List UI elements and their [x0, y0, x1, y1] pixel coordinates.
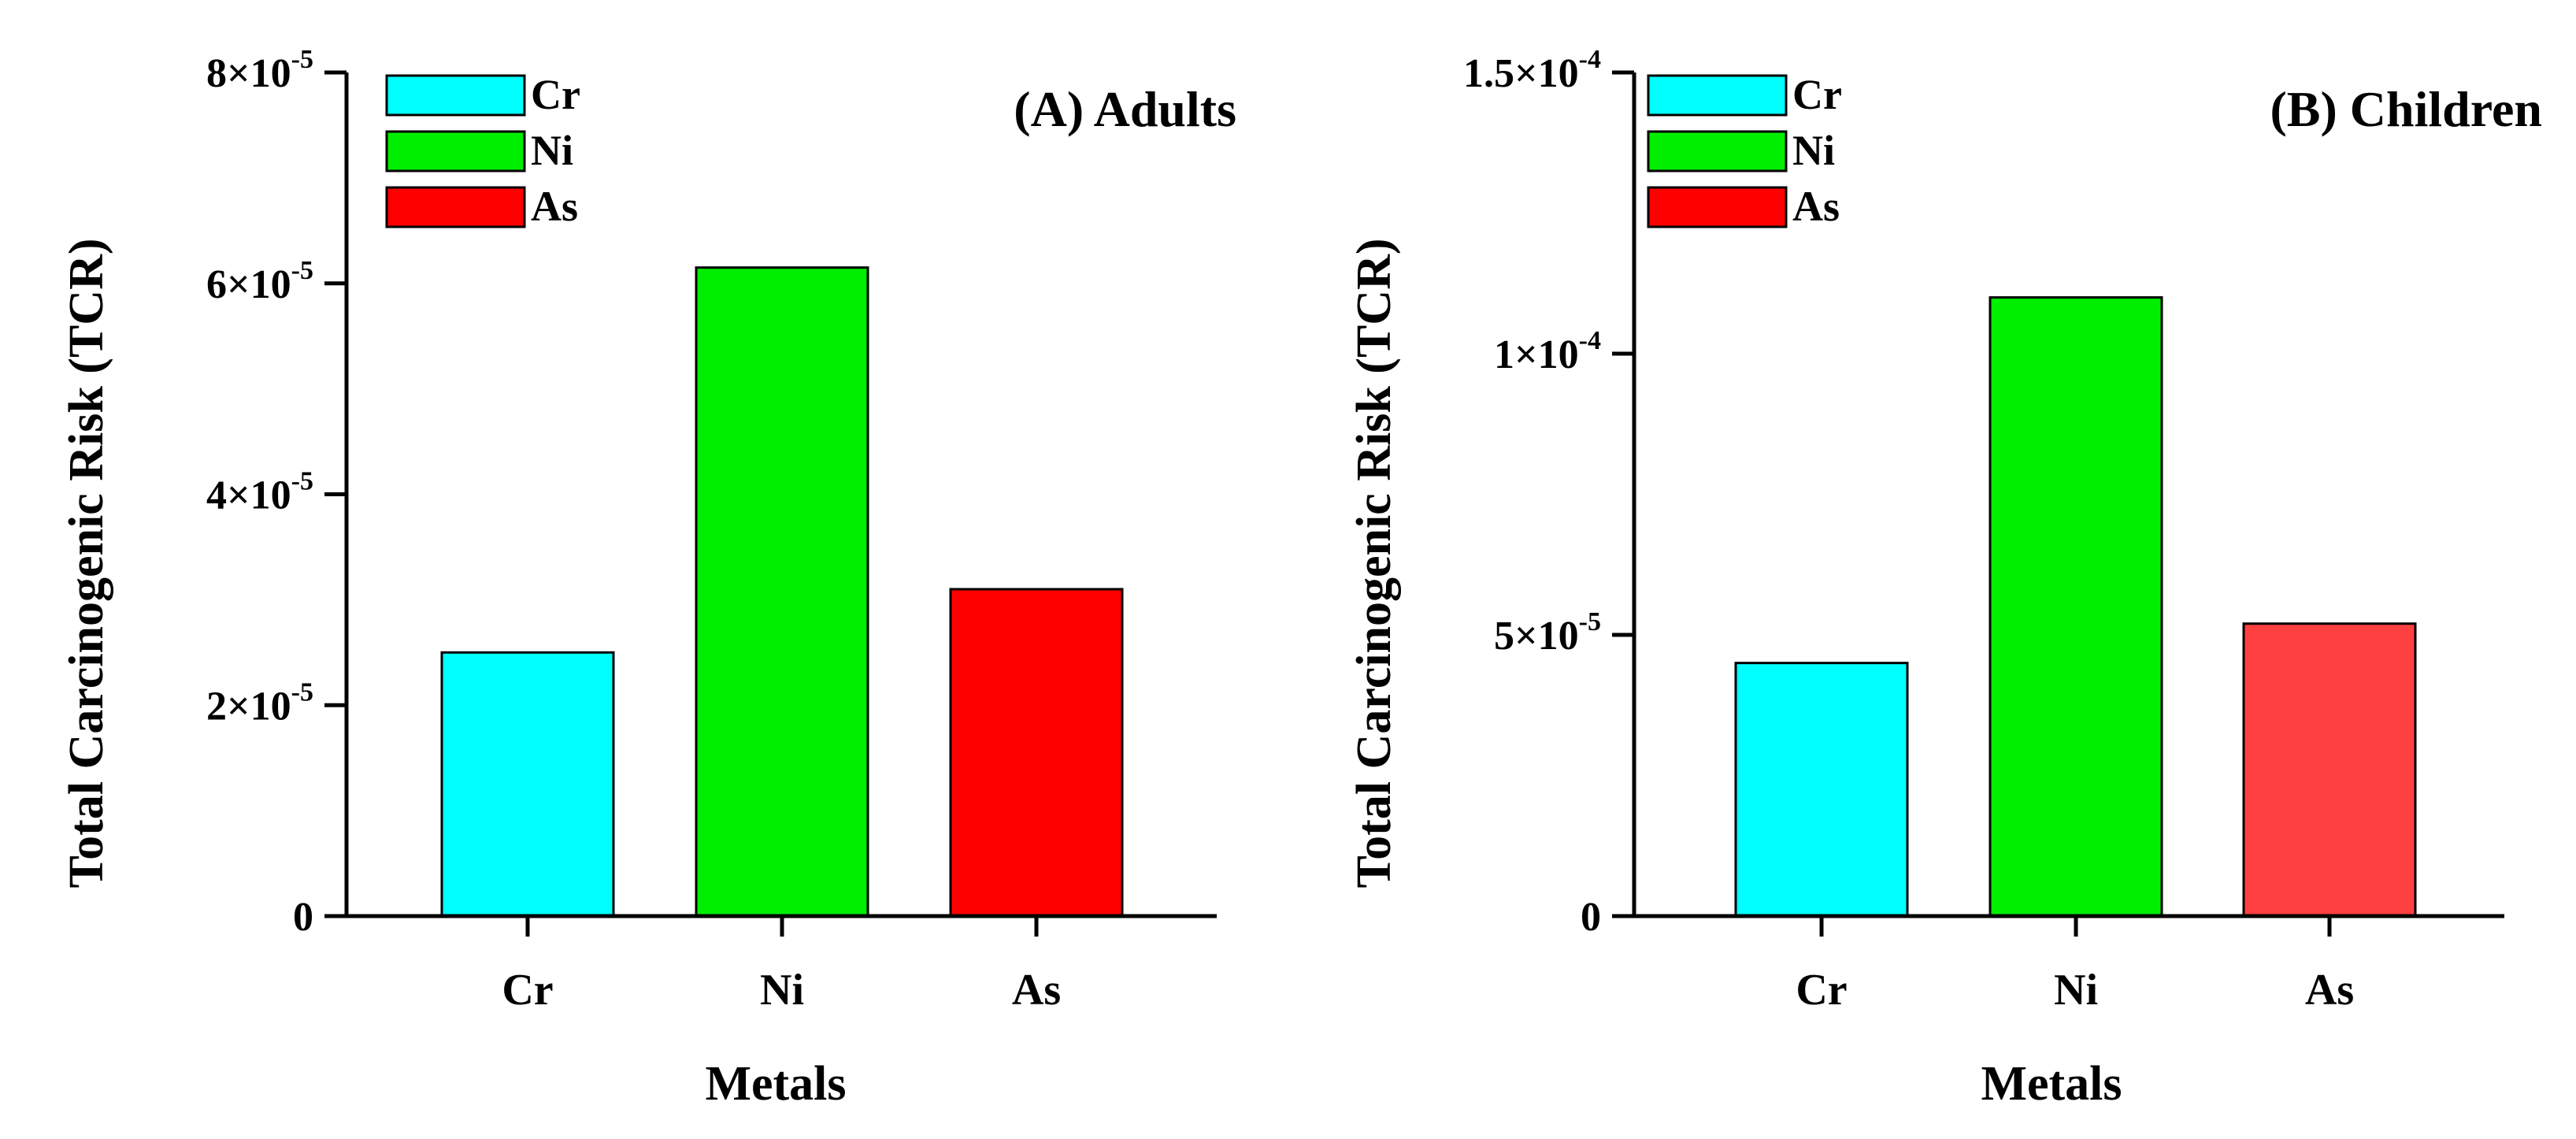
y-tick-label: 5×10-5	[1494, 607, 1601, 659]
plot-area: 0 2×10-5 4×10-5 6×10-5 8×10-5 Cr Ni As Cr Ni As	[206, 45, 1217, 1015]
bar-as	[2242, 622, 2417, 918]
x-tick-label-ni: Ni	[760, 966, 804, 1015]
y-tick-label: 0	[1581, 895, 1601, 940]
bar-ni	[1989, 296, 2163, 918]
x-tick-label-ni: Ni	[2054, 966, 2098, 1015]
y-axis-label: Total Carcinogenic Risk (TCR)	[1347, 239, 1401, 889]
bar-cr	[440, 651, 615, 918]
legend-swatch-ni	[1647, 130, 1788, 173]
y-tick-label: 6×10-5	[206, 256, 313, 307]
x-tick-label-as: As	[1012, 966, 1061, 1015]
plot-area: 0 5×10-5 1×10-4 1.5×10-4 Cr Ni As Cr Ni As	[1463, 45, 2504, 1015]
y-tick-label: 1.5×10-4	[1463, 45, 1601, 96]
chart-title: (A) Adults	[1014, 81, 1236, 137]
chart-adults: (A) Adults Total Carcinogenic Risk (TCR)…	[60, 45, 1236, 1111]
x-axis-label: Metals	[705, 1057, 846, 1111]
bar-ni	[695, 266, 869, 918]
legend-swatch-as	[385, 186, 526, 228]
y-tick-label: 0	[293, 895, 313, 940]
bar-as	[949, 588, 1124, 918]
legend-label-ni: Ni	[531, 127, 573, 174]
x-axis-label: Metals	[1981, 1057, 2122, 1111]
y-tick-label: 1×10-4	[1494, 326, 1601, 377]
legend-swatch-ni	[385, 130, 526, 173]
y-tick-label: 8×10-5	[206, 45, 313, 96]
chart-title: (B) Children	[2270, 81, 2542, 137]
y-tick-label: 4×10-5	[206, 467, 313, 518]
legend-label-cr: Cr	[531, 71, 580, 118]
x-tick-label-cr: Cr	[502, 966, 553, 1015]
legend-swatch-as	[1647, 186, 1788, 228]
x-tick-label-as: As	[2305, 966, 2354, 1015]
legend-label-as: As	[1792, 183, 1840, 230]
chart-children: (B) Children Total Carcinogenic Risk (TC…	[1347, 45, 2542, 1111]
y-axis-label: Total Carcinogenic Risk (TCR)	[60, 239, 113, 889]
legend-label-as: As	[531, 183, 578, 230]
legend-label-cr: Cr	[1792, 71, 1842, 118]
x-tick-label-cr: Cr	[1796, 966, 1847, 1015]
legend-swatch-cr	[385, 74, 526, 117]
legend-label-ni: Ni	[1792, 127, 1835, 174]
y-tick-label: 2×10-5	[206, 677, 313, 729]
legend-swatch-cr	[1647, 74, 1788, 117]
bar-cr	[1734, 662, 1909, 918]
